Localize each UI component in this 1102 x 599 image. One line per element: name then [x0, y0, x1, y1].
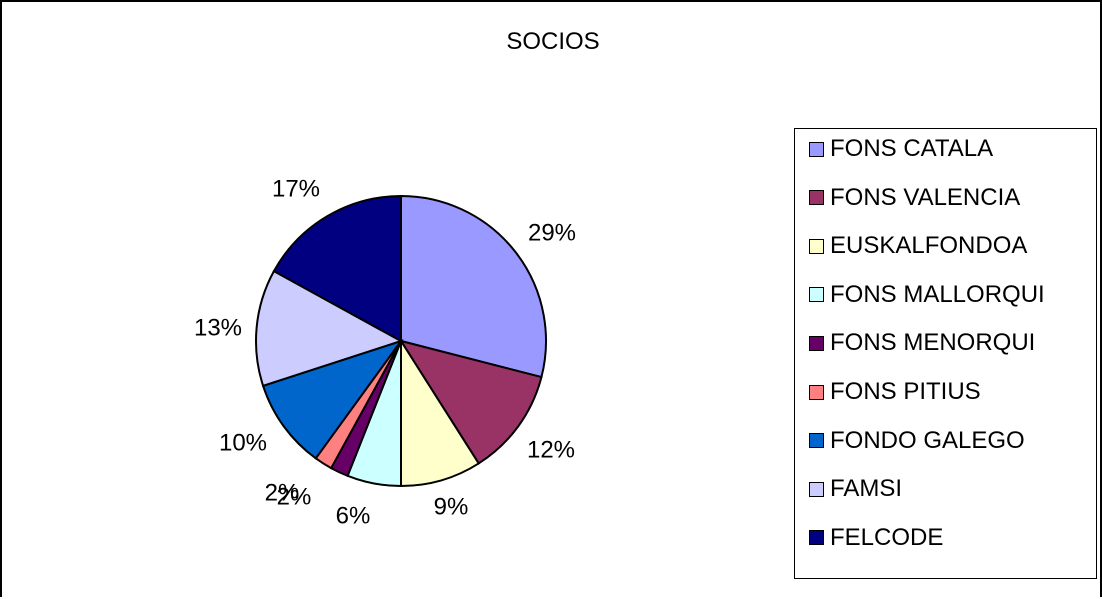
legend-label: FONS MALLORQUI [830, 280, 1045, 308]
legend-swatch [809, 481, 824, 497]
legend-swatch [809, 190, 824, 206]
legend-label: FONS VALENCIA [830, 183, 1021, 211]
pie-slice-fons-valencia [398, 339, 543, 465]
data-label: 2% [265, 479, 300, 506]
data-label: 17% [272, 175, 320, 202]
legend-item: FONS VALENCIA [809, 183, 1020, 213]
chart-title: SOCIOS [506, 28, 600, 55]
data-label: 13% [194, 314, 242, 341]
data-label: 2% [277, 483, 312, 510]
pie-slice-fondo-galego [261, 339, 404, 460]
legend: FONS CATALA FONS VALENCIA EUSKALFONDOA FONS… [794, 128, 1097, 579]
legend-item: FONS MALLORQUI [809, 280, 1045, 310]
data-label: 9% [434, 493, 469, 520]
data-label: 12% [527, 436, 575, 463]
legend-item: FONS MENORQUI [809, 328, 1035, 358]
legend-item: FONS PITIUS [809, 377, 981, 407]
pie-slice-euskalfondoa [400, 337, 481, 488]
pie-slice-felcode [272, 194, 402, 343]
legend-swatch [809, 141, 824, 157]
pie-slice-fons-catala [400, 194, 547, 379]
legend-label: FELCODE [830, 523, 944, 551]
legend-swatch [809, 335, 824, 351]
data-label: 10% [219, 429, 267, 456]
legend-swatch [809, 433, 824, 449]
legend-item: FONDO GALEGO [809, 426, 1025, 456]
pie-slice-famsi [255, 269, 404, 388]
legend-item: EUSKALFONDOA [809, 231, 1027, 261]
legend-label: FONS CATALA [830, 135, 994, 162]
legend-swatch [809, 238, 824, 254]
legend-swatch [809, 384, 824, 400]
legend-label: EUSKALFONDOA [830, 232, 1028, 260]
legend-item: FAMSI [809, 474, 902, 504]
data-label: 29% [528, 219, 576, 246]
legend-swatch [809, 287, 824, 303]
legend-item: FELCODE [809, 523, 943, 553]
legend-item: FONS CATALA [809, 134, 993, 164]
legend-label: FONS MENORQUI [830, 329, 1036, 357]
legend-swatch [809, 530, 824, 546]
data-label: 6% [336, 502, 371, 529]
legend-label: FAMSI [830, 475, 903, 503]
legend-label: FONS PITIUS [830, 378, 981, 405]
legend-label: FONDO GALEGO [830, 426, 1025, 454]
